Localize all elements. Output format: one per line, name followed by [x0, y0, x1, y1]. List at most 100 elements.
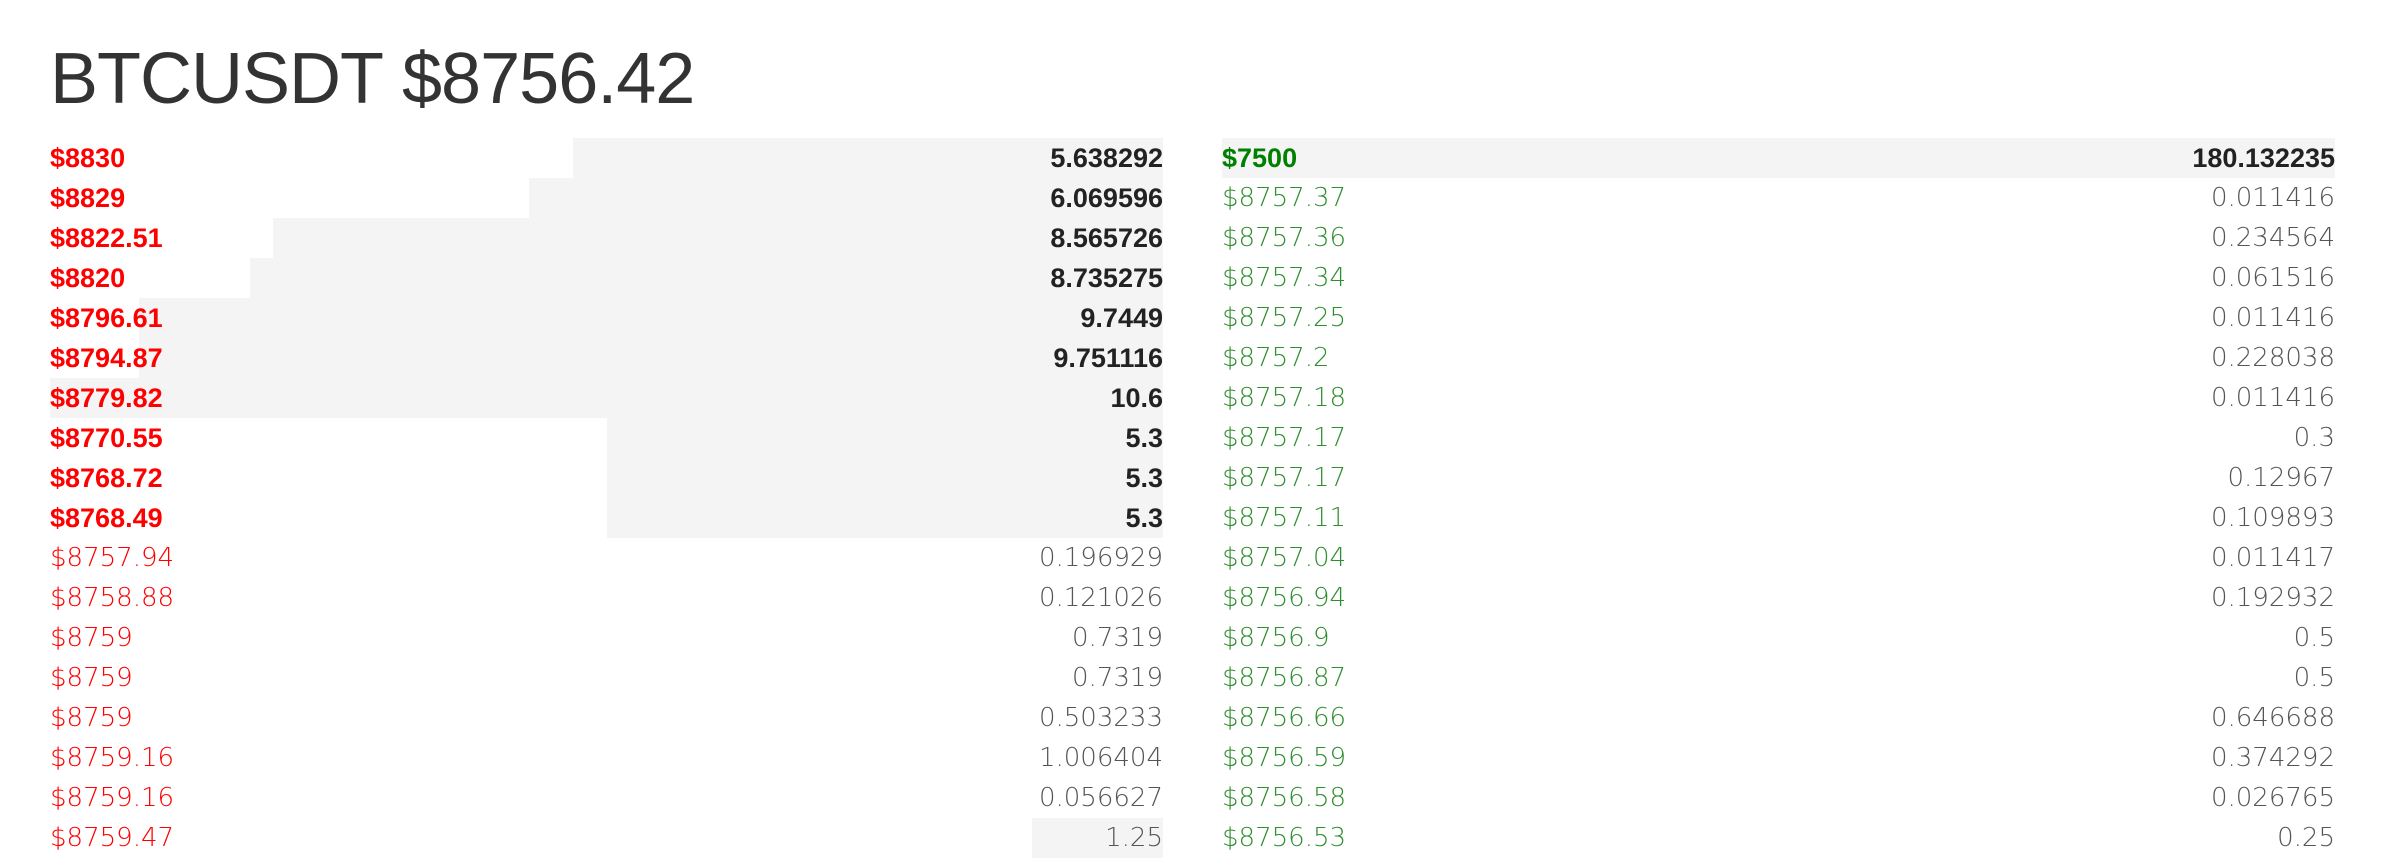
bid-price: $8756.53: [1222, 823, 1347, 853]
bid-price: $8757.11: [1222, 503, 1347, 533]
ask-quantity: 5.3: [1125, 423, 1163, 453]
bid-order-row: $8757.04 0.011417: [1222, 538, 2335, 578]
bid-order-row: $8756.59 0.374292: [1222, 738, 2335, 778]
ask-quantity: 10.6: [1110, 383, 1163, 413]
ask-price: $8759: [50, 663, 133, 693]
ask-price: $8830: [50, 143, 126, 173]
ask-order-row: $8759 0.503233: [50, 698, 1163, 738]
ask-quantity: 5.638292: [1050, 143, 1163, 173]
ask-price: $8759: [50, 703, 133, 733]
ask-order-row: $8779.82 10.6: [50, 378, 1163, 418]
ask-quantity: 1.25: [1105, 823, 1163, 853]
bid-price: $8756.59: [1222, 743, 1347, 773]
ask-order-row: $8796.61 9.7449: [50, 298, 1163, 338]
bid-price: $7500: [1222, 143, 1298, 173]
ask-quantity: 5.3: [1125, 503, 1163, 533]
ask-price: $8759: [50, 623, 133, 653]
ask-quantity: 0.7319: [1072, 623, 1163, 653]
bid-quantity: 0.109893: [2210, 503, 2335, 533]
bid-price: $8757.25: [1222, 303, 1347, 333]
ask-quantity: 6.069596: [1050, 183, 1163, 213]
bid-order-row: $8757.34 0.061516: [1222, 258, 2335, 298]
ask-order-row: $8759.16 0.056627: [50, 778, 1163, 818]
bid-order-row: $8757.11 0.109893: [1222, 498, 2335, 538]
ask-price: $8794.87: [50, 343, 163, 373]
ask-order-row: $8768.72 5.3: [50, 458, 1163, 498]
ask-quantity: 8.565726: [1050, 223, 1163, 253]
bid-quantity: 0.061516: [2210, 263, 2335, 293]
bid-order-row: $7500 180.132235: [1222, 138, 2335, 178]
bid-quantity: 0.011417: [2210, 543, 2335, 573]
ask-quantity: 9.751116: [1053, 343, 1163, 373]
bid-price: $8757.04: [1222, 543, 1347, 573]
depth-bar: [272, 218, 1163, 258]
bid-price: $8757.17: [1222, 423, 1347, 453]
bid-quantity: 0.374292: [2210, 743, 2335, 773]
bid-price: $8757.17: [1222, 463, 1347, 493]
bid-order-row: $8757.2 0.228038: [1222, 338, 2335, 378]
bid-quantity: 0.011416: [2210, 183, 2335, 213]
ask-price: $8768.72: [50, 463, 163, 493]
bid-quantity: 0.228038: [2210, 343, 2335, 373]
ticker-price: $8756.42: [402, 39, 695, 119]
ask-price: $8796.61: [50, 303, 163, 333]
bid-order-row: $8757.18 0.011416: [1222, 378, 2335, 418]
depth-bar: [606, 458, 1163, 498]
bid-quantity: 0.192932: [2210, 583, 2335, 613]
ask-order-row: $8768.49 5.3: [50, 498, 1163, 538]
depth-bar: [1222, 138, 2335, 178]
ask-quantity: 5.3: [1125, 463, 1163, 493]
depth-bar: [573, 138, 1163, 178]
bid-quantity: 0.5: [2293, 623, 2335, 653]
ask-price: $8779.82: [50, 383, 163, 413]
ask-order-row: $8794.87 9.751116: [50, 338, 1163, 378]
bid-price: $8757.37: [1222, 183, 1347, 213]
bid-price: $8757.36: [1222, 223, 1347, 253]
bid-order-row: $8756.94 0.192932: [1222, 578, 2335, 618]
ticker-symbol: BTCUSDT: [50, 39, 384, 119]
ask-order-row: $8820 8.735275: [50, 258, 1163, 298]
bid-price: $8756.66: [1222, 703, 1347, 733]
bid-quantity: 180.132235: [2192, 143, 2335, 173]
bid-price: $8756.58: [1222, 783, 1347, 813]
bid-price: $8756.87: [1222, 663, 1347, 693]
ask-price: $8759.16: [50, 783, 175, 813]
ask-price: $8768.49: [50, 503, 163, 533]
bid-order-row: $8756.66 0.646688: [1222, 698, 2335, 738]
bid-quantity: 0.026765: [2210, 783, 2335, 813]
page-title: BTCUSDT $8756.42: [50, 34, 695, 124]
bid-quantity: 0.234564: [2210, 223, 2335, 253]
ask-price: $8820: [50, 263, 126, 293]
ask-quantity: 8.735275: [1050, 263, 1163, 293]
ask-price: $8759.47: [50, 823, 175, 853]
bid-quantity: 0.011416: [2210, 303, 2335, 333]
ask-quantity: 0.7319: [1072, 663, 1163, 693]
bid-quantity: 0.25: [2277, 823, 2335, 853]
bid-price: $8756.9: [1222, 623, 1330, 653]
ask-price: $8822.51: [50, 223, 163, 253]
bid-order-row: $8757.37 0.011416: [1222, 178, 2335, 218]
depth-bar: [606, 498, 1163, 538]
ask-price: $8829: [50, 183, 126, 213]
ask-price: $8757.94: [50, 543, 175, 573]
ask-quantity: 0.121026: [1038, 583, 1163, 613]
bid-quantity: 0.12967: [2227, 463, 2335, 493]
depth-bar: [250, 258, 1163, 298]
bid-order-list: $7500 180.132235 $8757.37 0.011416 $8757.36 0…: [1222, 138, 2335, 858]
bid-order-row: $8756.58 0.026765: [1222, 778, 2335, 818]
ask-price: $8759.16: [50, 743, 175, 773]
bid-quantity: 0.011416: [2210, 383, 2335, 413]
depth-bar: [50, 378, 1163, 418]
bid-price: $8757.18: [1222, 383, 1347, 413]
ask-price: $8770.55: [50, 423, 163, 453]
ask-order-row: $8759 0.7319: [50, 658, 1163, 698]
ask-quantity: 0.056627: [1038, 783, 1163, 813]
ask-order-row: $8830 5.638292: [50, 138, 1163, 178]
depth-bar: [139, 338, 1163, 378]
depth-bar: [606, 418, 1163, 458]
ask-quantity: 0.503233: [1038, 703, 1163, 733]
ask-order-row: $8759.47 1.25: [50, 818, 1163, 858]
bid-order-row: $8756.9 0.5: [1222, 618, 2335, 658]
bid-order-row: $8756.53 0.25: [1222, 818, 2335, 858]
ask-quantity: 0.196929: [1038, 543, 1163, 573]
